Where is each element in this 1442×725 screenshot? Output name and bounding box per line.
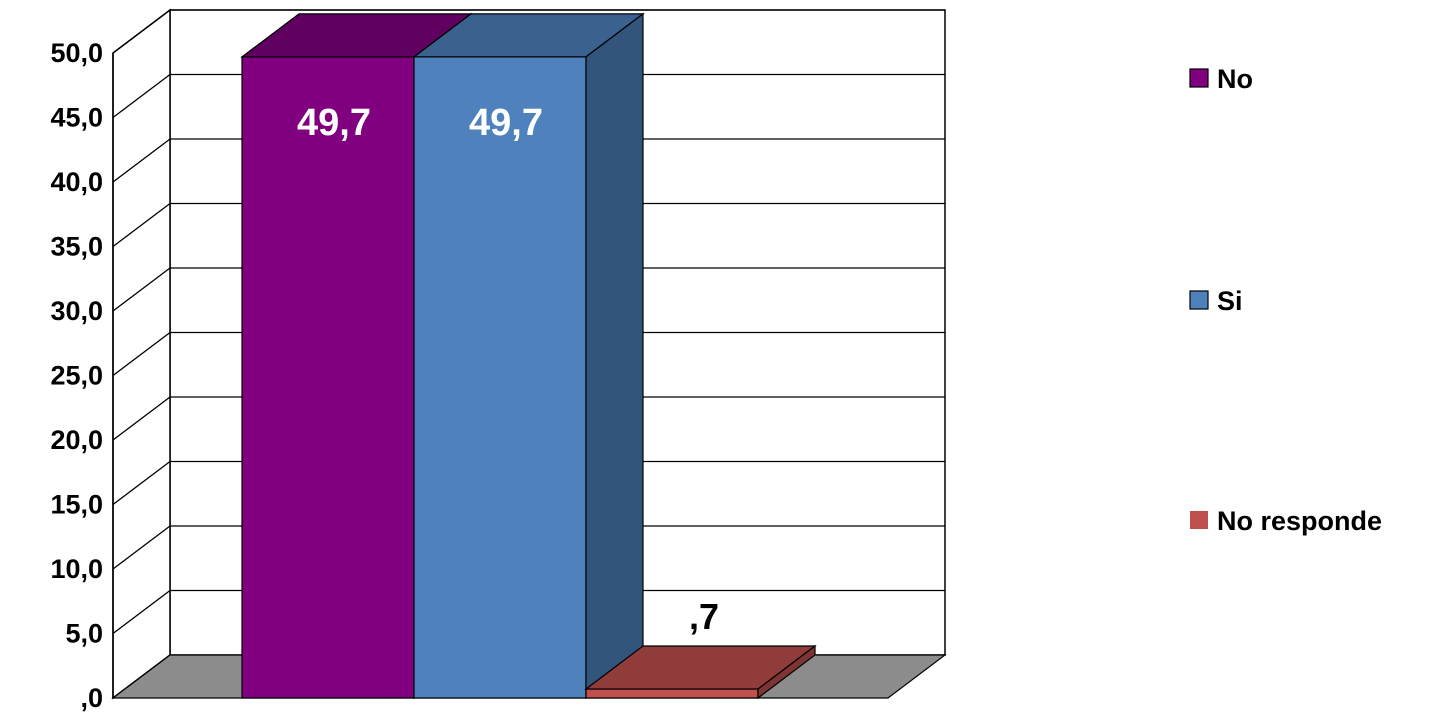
legend-swatch [1189,290,1209,310]
gridline-side [112,138,171,183]
gridline-side [112,396,171,441]
legend-label: No responde [1217,506,1382,536]
bar-side-no-responde [757,644,816,700]
bar-si [413,56,587,699]
data-labels: 49,7 49,7 ,7 [297,102,719,637]
legend: No Si No responde [1189,64,1382,536]
legend-swatch [1189,68,1209,88]
legend-label: Si [1217,286,1243,316]
gridline-side [112,202,171,248]
bar-no-responde [585,688,759,699]
bar-side-si [585,12,644,700]
gridline-side [112,331,171,377]
gridline-side [112,9,171,54]
y-tick-label: ,0 [80,683,103,713]
y-tick-label: 35,0 [50,232,103,262]
gridline-side [112,589,171,635]
y-tick-label: 10,0 [50,554,103,584]
y-tick-label: 50,0 [50,38,103,68]
y-tick-label: 15,0 [50,490,103,520]
legend-label: No [1217,64,1253,94]
legend-swatch [1190,511,1208,529]
y-tick-label: 5,0 [65,619,103,649]
gridline-side [112,460,171,506]
bars [240,12,817,700]
gridline-side [112,267,171,312]
bar-no [241,56,415,699]
y-axis: ,0 5,0 10,0 15,0 20,0 25,0 30,0 35,0 40,0 45,0 50,… [50,38,114,713]
y-tick-label: 45,0 [50,103,103,133]
y-tick-label: 30,0 [50,296,103,326]
data-label: ,7 [689,596,719,637]
y-tick-label: 40,0 [50,167,103,197]
data-label: 49,7 [469,102,543,144]
data-label: 49,7 [297,102,371,144]
y-tick-label: 25,0 [50,361,103,391]
gridline-side [112,525,171,570]
gridline-side [112,73,171,119]
y-tick-label: 20,0 [50,425,103,455]
